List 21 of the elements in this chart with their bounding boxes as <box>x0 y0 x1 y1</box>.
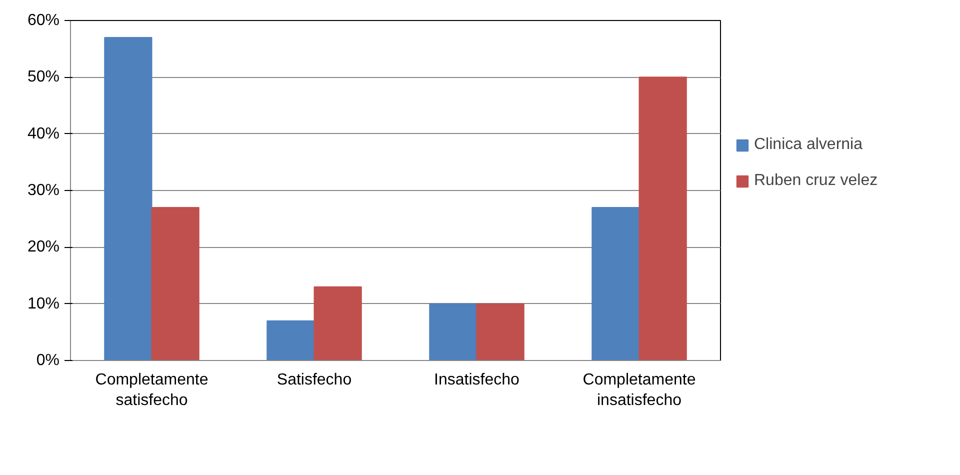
x-tick-label: Satisfecho <box>276 372 352 388</box>
bar <box>104 37 152 360</box>
bar <box>429 303 478 360</box>
y-tick-label: 20% <box>27 238 60 256</box>
x-tick-label: Completamente insatisfecho <box>582 372 696 409</box>
y-tick-label: 60% <box>27 12 60 29</box>
legend-label: Ruben cruz velez <box>754 172 878 190</box>
x-tick-label: Completamente satisfecho <box>95 372 208 409</box>
legend-label: Clinica alvernia <box>754 136 862 154</box>
bar <box>266 320 315 360</box>
bar <box>151 207 200 360</box>
bar <box>476 303 524 360</box>
y-tick-label: 30% <box>27 182 60 199</box>
bar <box>638 76 687 360</box>
y-tick-label: 10% <box>27 295 60 312</box>
y-tick-label: 40% <box>27 125 60 142</box>
bar <box>592 207 640 360</box>
bar <box>314 286 362 360</box>
x-tick-label: Insatisfecho <box>434 372 520 388</box>
y-tick-label: 0% <box>36 352 60 369</box>
y-tick-label: 50% <box>27 68 60 86</box>
